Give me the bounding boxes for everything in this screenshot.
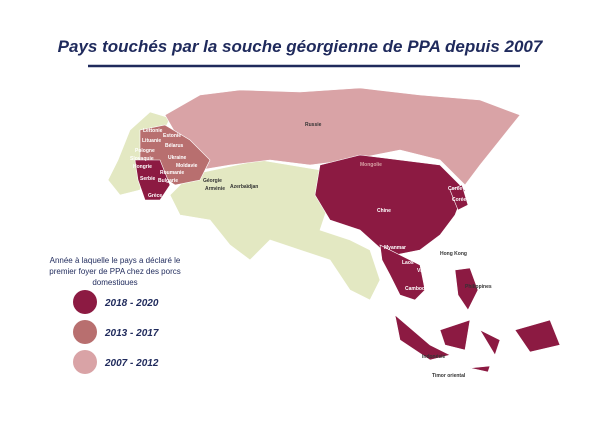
- country-label: Bulgarie: [158, 178, 178, 184]
- country-label: Bélarus: [165, 143, 184, 149]
- philippines: [454, 267, 479, 311]
- country-label: Slovaquie: [130, 156, 154, 162]
- russia: [164, 87, 521, 186]
- legend-label: 2013 - 2017: [104, 328, 159, 339]
- country-label: Ukraine: [168, 155, 187, 161]
- china-mongolia: [314, 154, 466, 256]
- country-label: Cambodge: [405, 286, 431, 292]
- country-label: Estonie: [163, 133, 181, 139]
- land: [107, 87, 561, 373]
- country-label: Timor oriental: [432, 373, 466, 379]
- country-label: Indonésie: [422, 354, 446, 360]
- country-labels: Russie Lettonie Estonie Lituanie Bélarus…: [130, 122, 492, 379]
- country-label: Hongrie: [133, 164, 152, 170]
- legend-title: Année à laquelle le pays a déclaré le pr…: [49, 256, 181, 285]
- legend-label: 2007 - 2012: [104, 358, 159, 369]
- country-label: Laos: [402, 260, 414, 266]
- legend: 2018 - 2020 2013 - 2017 2007 - 2012: [73, 290, 159, 374]
- title: Pays touchés par la souche géorgienne de…: [58, 37, 544, 56]
- country-label: Corée du Sud: [452, 197, 485, 203]
- country-label: Lituanie: [142, 138, 161, 144]
- legend-swatch: [73, 320, 97, 344]
- country-label: Roumanie: [160, 170, 184, 176]
- country-label: Vietnam: [417, 268, 437, 274]
- country-label: Moldavie: [176, 163, 198, 169]
- country-label: Hong Kong: [440, 251, 467, 257]
- country-label: Azerbaïdjan: [230, 184, 258, 190]
- legend-swatch: [73, 290, 97, 314]
- country-label: Pologne: [135, 148, 155, 154]
- balkans: [134, 159, 171, 201]
- country-label: Russie: [305, 122, 322, 128]
- country-label: Grèce: [148, 193, 162, 199]
- legend-label: 2018 - 2020: [104, 298, 159, 309]
- indonesia: [394, 314, 561, 373]
- country-label: Corée du Nord: [448, 186, 483, 192]
- country-label: Arménie: [205, 186, 225, 192]
- country-label: Géorgie: [203, 178, 222, 184]
- legend-swatch: [73, 350, 97, 374]
- country-label: Myanmar: [384, 245, 406, 251]
- country-label: Serbie: [140, 176, 156, 182]
- country-label: Mongolie: [360, 162, 382, 168]
- country-label: Lettonie: [143, 128, 163, 134]
- country-label: Philippines: [465, 284, 492, 290]
- korea: [449, 184, 469, 211]
- legend-title-box: Année à laquelle le pays a déclaré le pr…: [49, 256, 181, 285]
- southeast-asia: [379, 244, 426, 301]
- country-label: Chine: [377, 208, 391, 214]
